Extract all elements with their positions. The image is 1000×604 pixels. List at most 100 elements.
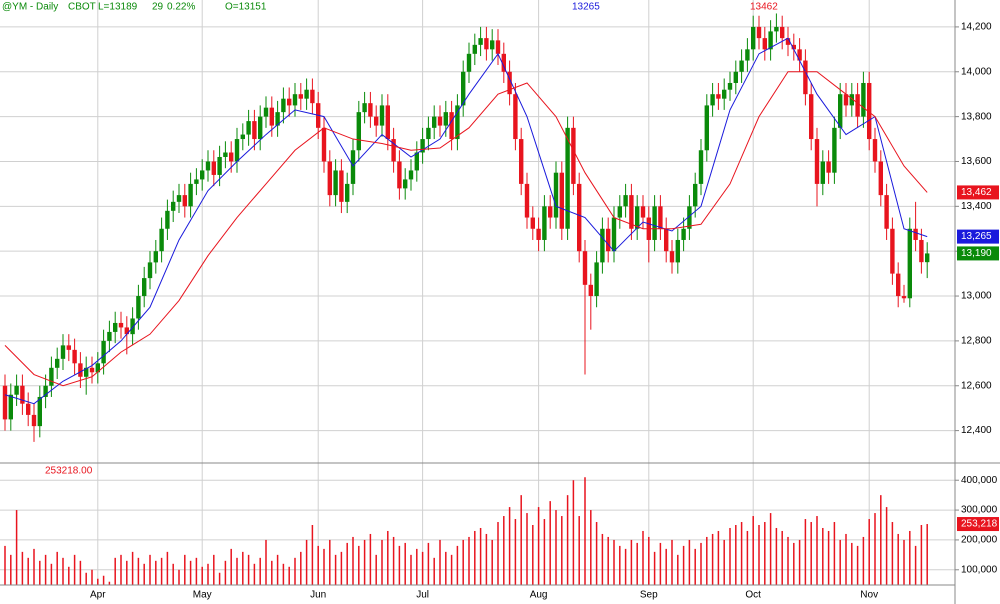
volume-bar [537, 507, 540, 585]
volume-bar [33, 548, 35, 585]
fast-ma-value: 13265 [572, 2, 600, 13]
volume-bar [810, 522, 812, 585]
candle-body [559, 172, 564, 229]
candle-body [66, 345, 71, 350]
volume-bar [276, 554, 279, 585]
volume-bar [920, 525, 923, 585]
volume-bar [532, 525, 534, 585]
candle-body [658, 206, 663, 229]
candle-body [826, 161, 831, 173]
candle-body [147, 262, 153, 279]
volume-bar [126, 560, 128, 585]
candle-body [704, 105, 709, 151]
candle-body [31, 414, 37, 427]
y-tick-label: 12,800 [961, 336, 992, 347]
volume-bar [207, 563, 209, 585]
x-tick-label: Oct [745, 590, 761, 601]
candle-body [803, 60, 808, 95]
candle-body [240, 134, 245, 140]
volume-bar [329, 539, 331, 585]
volume-bar [578, 516, 580, 585]
grid [0, 0, 955, 585]
candle-body [205, 161, 211, 171]
volume-bar [735, 525, 737, 585]
volume-bar [108, 581, 111, 585]
candle-body [623, 195, 628, 207]
candle-body [780, 26, 785, 39]
volume-bar [120, 554, 122, 585]
volume-bar [79, 560, 82, 585]
volume-bar [642, 530, 644, 585]
candle-body [751, 26, 756, 50]
candle-body [356, 112, 361, 151]
candle-body [756, 26, 762, 39]
volume-bar [311, 525, 314, 585]
candle-body [374, 116, 379, 126]
volume-bar [601, 533, 604, 585]
volume-bar [456, 545, 459, 585]
volume-bar [282, 563, 285, 585]
candle-body [501, 53, 506, 72]
volume-bar [833, 522, 836, 585]
candle-body [194, 179, 199, 184]
candle-body [43, 385, 48, 397]
candle-body [258, 116, 263, 140]
volume-bar [613, 539, 615, 585]
volume-bar [885, 507, 888, 585]
volume-bar [520, 495, 522, 585]
candle-body [8, 394, 13, 420]
open-price: O=13151 [225, 2, 267, 13]
moving-average-line [4, 37, 928, 405]
volume-bar [688, 539, 691, 585]
candle-body [2, 385, 8, 420]
volume-bar [114, 557, 116, 585]
candle-body [443, 112, 448, 126]
volume-bar [671, 539, 673, 585]
candle-body [246, 121, 251, 135]
candle-body [611, 217, 617, 252]
volume-bar [474, 530, 476, 585]
candle-body [896, 273, 901, 297]
volume-bar [491, 539, 493, 585]
volume-bar [421, 551, 424, 585]
candle-body [809, 94, 814, 140]
volume-bar [926, 524, 928, 585]
volume-bar [288, 566, 290, 585]
candle-body [797, 49, 802, 61]
candle-body [861, 82, 866, 117]
volume-bar [584, 477, 586, 585]
volume-bar [648, 536, 650, 585]
y-tick-label: 13,000 [961, 291, 992, 302]
volume-bar [653, 551, 656, 585]
candle-body [107, 331, 112, 341]
y-tick-label: 12,600 [961, 380, 992, 391]
volume-bar [485, 533, 488, 585]
x-tick-label: Jun [310, 590, 326, 601]
volume-bar [363, 539, 366, 585]
candle-body [484, 38, 489, 50]
volume-bar [201, 566, 203, 585]
volume-bar [909, 530, 911, 585]
volume-bar [711, 533, 714, 585]
candle-body [130, 318, 135, 335]
volume-bar [271, 560, 273, 585]
volume-bar [891, 522, 894, 585]
candle-body [229, 152, 234, 162]
volume-bar [346, 542, 348, 585]
candle-body [333, 170, 338, 196]
candle-body [507, 71, 512, 95]
candle-body [814, 139, 820, 184]
volume-bar [555, 510, 557, 585]
price-marker [957, 229, 999, 244]
candle-body [153, 251, 158, 263]
volume-bar [706, 536, 708, 585]
candle-body [722, 89, 727, 99]
volume-bar [769, 513, 772, 585]
volume-bar [479, 527, 482, 585]
volume-bar [543, 519, 546, 585]
volume-bar [682, 545, 685, 585]
volume-bar [195, 557, 198, 585]
volume-bar [137, 557, 140, 585]
x-tick-label: Apr [90, 590, 106, 601]
